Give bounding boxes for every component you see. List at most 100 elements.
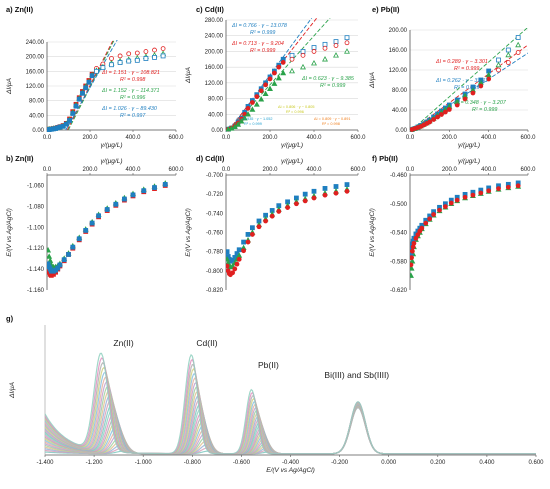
data-point bbox=[410, 255, 414, 261]
voltammogram-curve bbox=[45, 352, 536, 455]
x-axis-label: γ/(μg/L) bbox=[458, 142, 480, 149]
data-point bbox=[322, 56, 328, 62]
x-axis-label: γ/(μg/L) bbox=[458, 158, 480, 165]
data-point bbox=[117, 53, 123, 59]
data-point bbox=[311, 195, 317, 201]
data-point bbox=[236, 247, 242, 253]
y-tick-label: 40.00 bbox=[208, 112, 224, 118]
data-point bbox=[126, 51, 132, 57]
x-tick-label: 200.0 bbox=[262, 135, 278, 141]
data-point bbox=[419, 225, 425, 231]
y-tick-label: -0.800 bbox=[206, 269, 224, 275]
y-tick-label: 120.00 bbox=[389, 68, 408, 74]
x-tick-label: 0.0 bbox=[43, 167, 52, 173]
fit-r2-small: R² = 0.999 bbox=[244, 122, 262, 126]
y-tick-label: -0.740 bbox=[206, 211, 224, 217]
data-point bbox=[245, 239, 251, 245]
x-tick-label: 0.0 bbox=[406, 135, 415, 141]
data-point bbox=[333, 184, 339, 189]
data-point bbox=[245, 232, 251, 237]
panel-name: Pb(II) bbox=[379, 154, 398, 163]
x-tick-label: 600.0 bbox=[520, 135, 536, 141]
data-point bbox=[109, 56, 114, 61]
data-point bbox=[122, 196, 127, 202]
data-point bbox=[70, 244, 76, 250]
panel-name: Cd(II) bbox=[205, 154, 225, 163]
data-point bbox=[462, 194, 468, 200]
data-point bbox=[109, 62, 114, 68]
data-point bbox=[275, 74, 282, 81]
chart-panel-2: c) Cd(II) 0.00 40.00 80.00 120.00 160.00 200.0… bbox=[185, 5, 366, 149]
data-point bbox=[160, 53, 166, 59]
data-point bbox=[241, 114, 248, 121]
data-point bbox=[271, 80, 278, 86]
fit-equation: ΔI = 0.623 · γ − 9.385 bbox=[301, 76, 355, 82]
x-axis-label: γ/(μg/L) bbox=[281, 142, 303, 149]
data-point bbox=[505, 51, 512, 58]
panel-letter: d) bbox=[196, 154, 205, 163]
data-point bbox=[117, 60, 123, 65]
data-point bbox=[448, 200, 454, 206]
data-point bbox=[300, 52, 306, 58]
data-point bbox=[249, 106, 256, 112]
fit-r2: R² = 0.996 bbox=[120, 95, 145, 101]
fit-r2: R² = 0.999 bbox=[250, 30, 275, 36]
plot-area bbox=[226, 18, 350, 132]
data-point bbox=[344, 182, 350, 187]
data-point bbox=[96, 213, 101, 219]
data-point bbox=[241, 239, 247, 245]
fit-equation: ΔI = 0.766 · γ − 13.078 bbox=[231, 23, 287, 29]
fit-equation-small: ΔI = 0.806 · γ − 0.805 bbox=[278, 105, 315, 109]
data-point bbox=[63, 121, 69, 127]
data-point bbox=[515, 183, 521, 189]
x-tick-label: 0.600 bbox=[528, 460, 544, 466]
data-point bbox=[134, 57, 140, 63]
data-point bbox=[410, 272, 414, 278]
y-tick-label: -0.780 bbox=[206, 250, 224, 256]
data-point bbox=[238, 118, 245, 124]
data-point bbox=[263, 218, 269, 224]
data-point bbox=[226, 256, 231, 262]
data-point bbox=[505, 47, 511, 53]
data-point bbox=[437, 207, 442, 213]
data-point bbox=[322, 41, 328, 47]
data-point bbox=[486, 76, 492, 82]
data-point bbox=[113, 201, 119, 207]
data-point bbox=[486, 188, 492, 194]
data-point bbox=[344, 188, 350, 194]
data-point bbox=[267, 76, 273, 82]
x-tick-label: 0.000 bbox=[381, 460, 397, 466]
panel-name: Zn(II) bbox=[15, 154, 34, 163]
x-tick-label: 400.0 bbox=[306, 167, 322, 173]
data-point bbox=[67, 118, 72, 123]
data-point bbox=[311, 49, 317, 54]
data-point bbox=[280, 69, 287, 76]
y-tick-label: 40.00 bbox=[29, 113, 45, 119]
fit-line bbox=[412, 52, 528, 131]
x-tick-label: 0.0 bbox=[406, 167, 415, 173]
data-point bbox=[300, 63, 306, 70]
y-axis-label: ΔI/μA bbox=[6, 78, 13, 95]
data-point bbox=[249, 232, 255, 237]
data-point bbox=[280, 60, 286, 65]
y-tick-label: -0.540 bbox=[390, 231, 408, 237]
y-tick-label: 160.00 bbox=[389, 48, 408, 54]
data-point bbox=[333, 43, 339, 48]
data-point bbox=[76, 96, 82, 102]
y-axis-label: ΔI/μA bbox=[9, 382, 16, 399]
data-point bbox=[515, 50, 521, 55]
y-tick-label: 80.00 bbox=[208, 97, 224, 103]
data-point bbox=[47, 247, 52, 253]
data-point bbox=[300, 49, 306, 54]
data-point bbox=[427, 119, 433, 125]
data-point bbox=[442, 204, 448, 210]
data-point bbox=[413, 235, 419, 241]
y-tick-label: 0.00 bbox=[32, 128, 44, 134]
data-point bbox=[470, 90, 476, 96]
data-point bbox=[289, 67, 295, 74]
y-tick-label: 40.00 bbox=[392, 108, 408, 114]
fit-r2: R² = 0.999 bbox=[320, 83, 345, 89]
data-point bbox=[446, 107, 452, 112]
data-point bbox=[245, 111, 251, 117]
